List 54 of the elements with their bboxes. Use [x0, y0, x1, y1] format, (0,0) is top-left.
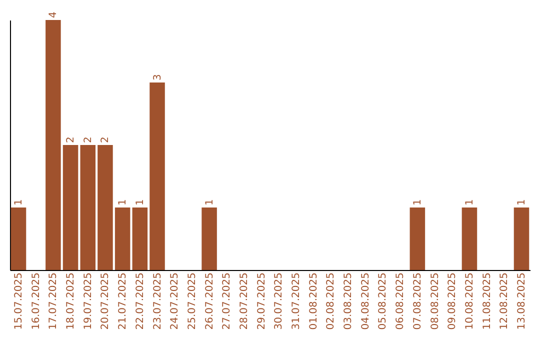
data-label: 2 — [82, 136, 94, 143]
x-tick-label: 20.07.2025 — [100, 272, 112, 330]
bar — [410, 208, 426, 270]
x-tick-label: 06.08.2025 — [395, 272, 406, 330]
x-tick-label: 13.08.2025 — [516, 272, 528, 330]
x-tick-label: 07.08.2025 — [412, 272, 424, 330]
bar — [150, 82, 165, 270]
x-tick-label: 23.07.2025 — [152, 272, 164, 330]
x-tick-label: 10.08.2025 — [464, 272, 476, 330]
data-label: 1 — [204, 199, 216, 206]
data-label: 2 — [100, 136, 112, 143]
x-tick-label: 25.07.2025 — [186, 272, 198, 330]
x-tick-label: 27.07.2025 — [222, 272, 233, 330]
x-tick-label: 12.08.2025 — [499, 272, 510, 330]
x-tick-label: 01.08.2025 — [308, 272, 320, 330]
x-tick-label: 03.08.2025 — [343, 272, 354, 330]
bar — [80, 145, 96, 270]
x-tick-label: 26.07.2025 — [204, 272, 216, 330]
data-label: 1 — [14, 199, 24, 206]
bar — [114, 208, 130, 270]
x-tick-label: 21.07.2025 — [118, 272, 129, 330]
x-tick-label: 02.08.2025 — [326, 272, 337, 330]
x-tick-label: 17.07.2025 — [48, 272, 60, 330]
data-label: 1 — [134, 199, 146, 206]
x-tick-label: 08.08.2025 — [430, 272, 441, 330]
bar — [10, 208, 26, 270]
data-label: 1 — [412, 199, 424, 206]
x-tick-label: 04.08.2025 — [360, 272, 372, 330]
x-tick-label: 22.07.2025 — [134, 272, 146, 330]
bar — [62, 145, 78, 270]
bar — [514, 208, 530, 270]
x-tick-label: 19.07.2025 — [82, 272, 94, 330]
data-label: 1 — [464, 199, 476, 206]
data-label: 4 — [48, 12, 60, 18]
x-tick-label: 28.07.2025 — [238, 272, 250, 330]
data-label: 2 — [66, 136, 77, 143]
x-tick-label: 18.07.2025 — [66, 272, 77, 330]
x-tick-label: 16.07.2025 — [30, 272, 42, 330]
bar — [462, 208, 478, 270]
x-tick-label: 15.07.2025 — [14, 272, 24, 330]
bar — [202, 208, 217, 270]
bar — [46, 20, 61, 270]
x-tick-label: 05.08.2025 — [378, 272, 389, 330]
x-tick-label: 09.08.2025 — [447, 272, 458, 330]
x-tick-label: 11.08.2025 — [482, 272, 493, 330]
data-label: 1 — [118, 199, 129, 206]
x-tick-label: 31.07.2025 — [291, 272, 302, 330]
bar — [98, 145, 113, 270]
x-tick-label: 24.07.2025 — [170, 272, 181, 330]
data-label: 1 — [516, 199, 528, 206]
x-tick-label: 30.07.2025 — [274, 272, 285, 330]
data-label: 3 — [152, 74, 164, 80]
x-tick-label: 29.07.2025 — [256, 272, 268, 330]
bar — [132, 208, 148, 270]
